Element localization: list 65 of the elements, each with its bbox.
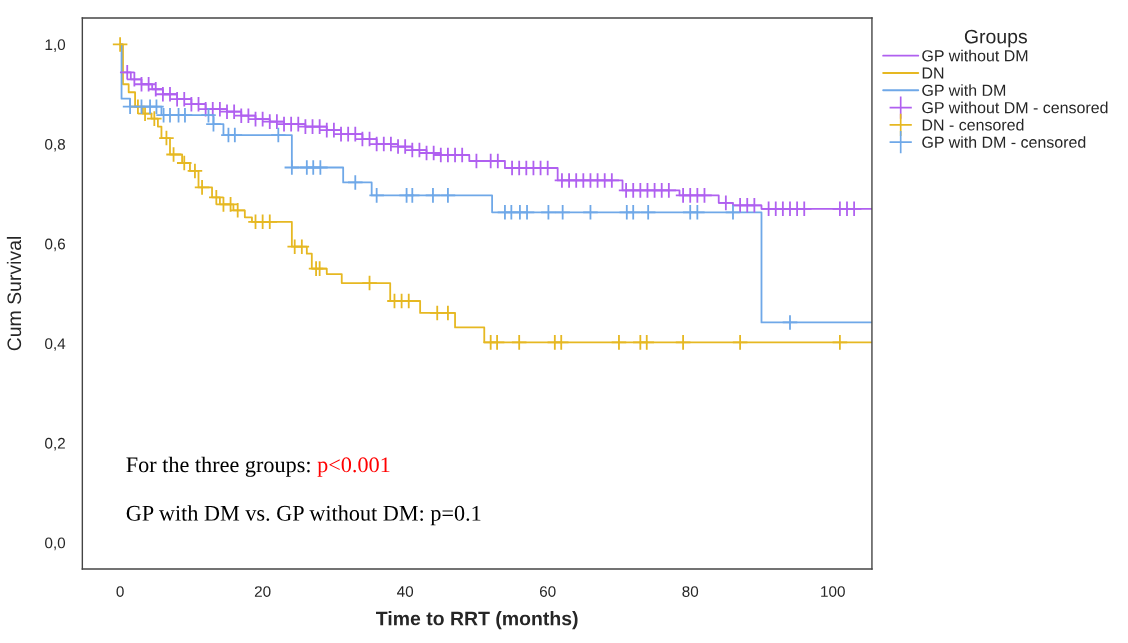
point: [731, 334, 749, 351]
point: [610, 334, 628, 351]
point: [146, 110, 163, 127]
point: [229, 202, 246, 219]
point: [222, 196, 239, 213]
point: [208, 189, 225, 206]
point: [111, 36, 129, 53]
point: [488, 334, 506, 351]
y-tick-label: 0,2: [45, 437, 65, 451]
point: [205, 115, 222, 133]
point: [200, 106, 217, 124]
point: [625, 204, 642, 221]
x-tick-label: 60: [539, 586, 556, 597]
point: [270, 126, 287, 144]
point: [439, 304, 457, 322]
point: [186, 162, 204, 180]
x-tick-label: 40: [397, 586, 414, 597]
y-tick-label: 0,0: [45, 537, 66, 551]
y-axis-title: Cum Survival: [6, 237, 22, 351]
legend-label: DN: [922, 67, 944, 79]
point: [724, 204, 742, 221]
legend-label: GP with DM: [922, 84, 1006, 97]
point: [361, 274, 378, 292]
legend-label: GP without DM: [922, 49, 1028, 62]
point: [689, 204, 706, 221]
point: [165, 146, 182, 163]
legend-title: Groups: [964, 29, 1027, 48]
point: [553, 334, 570, 351]
annotation: p<0.001: [317, 457, 390, 477]
point: [193, 179, 211, 196]
point: [347, 174, 364, 191]
point: [368, 187, 385, 204]
legend-label: DN - censored: [922, 118, 1024, 131]
x-tick-label: 20: [254, 586, 271, 597]
x-tick-label: 80: [682, 586, 699, 597]
annotation: GP with DM vs. GP without DM: p=0.1: [126, 505, 481, 526]
point: [639, 204, 657, 221]
point: [511, 334, 528, 351]
point: [283, 159, 301, 176]
point: [439, 187, 457, 204]
y-tick-label: 0,6: [45, 238, 66, 252]
y-tick-label: 0,8: [45, 138, 66, 152]
y-tick-label: 0,4: [45, 338, 66, 351]
point: [781, 314, 799, 331]
point: [638, 334, 655, 351]
point: [311, 260, 328, 277]
x-axis-title: Time to RRT (months): [376, 611, 578, 630]
legend-label: GP with DM - censored: [922, 136, 1086, 148]
point: [582, 204, 599, 221]
y-tick-label: 1,0: [45, 39, 66, 52]
point: [136, 105, 154, 122]
point: [674, 334, 692, 351]
point: [424, 187, 442, 204]
legend-label: GP without DM - censored: [922, 101, 1108, 114]
point: [554, 204, 571, 221]
point: [176, 154, 193, 172]
point: [158, 129, 175, 147]
annotation: For the three groups:: [126, 456, 310, 477]
point: [293, 238, 311, 255]
point: [540, 204, 557, 221]
x-tick-label: 0: [116, 586, 124, 597]
point: [831, 334, 849, 351]
point: [312, 159, 329, 176]
x-tick-label: 100: [821, 586, 845, 597]
point: [404, 187, 421, 204]
